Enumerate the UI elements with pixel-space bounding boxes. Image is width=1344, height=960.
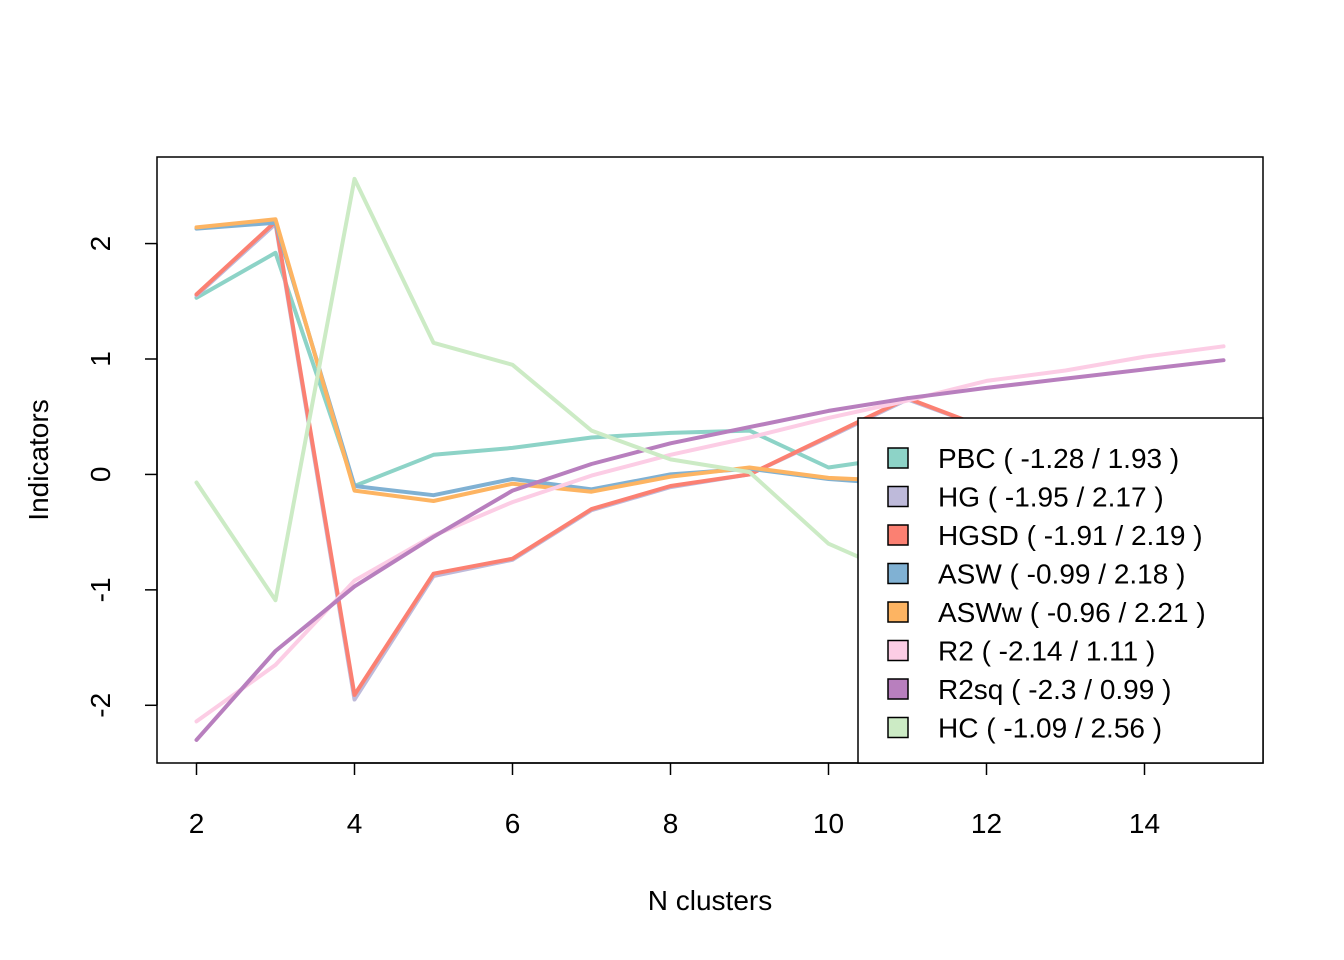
- y-tick-label: 0: [85, 467, 116, 483]
- legend-swatch-hgsd: [887, 524, 909, 546]
- y-axis: -2 -1 0 1 2: [85, 236, 158, 718]
- y-tick-label: -1: [85, 577, 116, 602]
- x-tick-label: 2: [189, 808, 205, 839]
- legend-swatch-asww: [887, 601, 909, 623]
- legend-label-hgsd: HGSD ( -1.91 / 2.19 ): [938, 520, 1203, 551]
- legend-label-r2sq: R2sq ( -2.3 / 0.99 ): [938, 674, 1171, 705]
- legend: PBC ( -1.28 / 1.93 ) HG ( -1.95 / 2.17 ) H…: [857, 417, 1264, 764]
- x-tick-label: 8: [663, 808, 679, 839]
- series-line-r2sq: [194, 358, 1226, 742]
- x-tick-label: 4: [347, 808, 363, 839]
- x-axis: 2 4 6 8 10 12 14: [189, 762, 1160, 839]
- y-tick-label: -2: [85, 693, 116, 718]
- legend-label-pbc: PBC ( -1.28 / 1.93 ): [938, 443, 1179, 474]
- legend-swatch-asw: [887, 562, 909, 585]
- x-tick-label: 6: [505, 808, 521, 839]
- series-line-r2: [194, 344, 1226, 724]
- legend-swatch-hc: [887, 716, 909, 739]
- legend-label-hc: HC ( -1.09 / 2.56 ): [938, 713, 1162, 744]
- x-tick-label: 12: [971, 808, 1002, 839]
- y-tick-label: 1: [85, 351, 116, 367]
- legend-label-hg: HG ( -1.95 / 2.17 ): [938, 482, 1164, 513]
- legend-label-r2: R2 ( -2.14 / 1.11 ): [938, 636, 1155, 667]
- legend-label-asww: ASWw ( -0.96 / 2.21 ): [938, 597, 1206, 628]
- series-layer: [194, 176, 1226, 742]
- legend-swatch-r2sq: [887, 678, 909, 700]
- x-tick-label: 10: [813, 808, 844, 839]
- legend-label-asw: ASW ( -0.99 / 2.18 ): [938, 559, 1185, 590]
- legend-swatch-r2: [887, 639, 909, 662]
- legend-box: [857, 417, 1264, 764]
- legend-swatch-pbc: [887, 447, 909, 469]
- y-tick-label: 2: [85, 236, 116, 252]
- x-axis-title: N clusters: [648, 885, 772, 916]
- x-tick-label: 14: [1129, 808, 1160, 839]
- legend-swatch-hg: [887, 485, 909, 508]
- y-axis-title: Indicators: [23, 399, 54, 520]
